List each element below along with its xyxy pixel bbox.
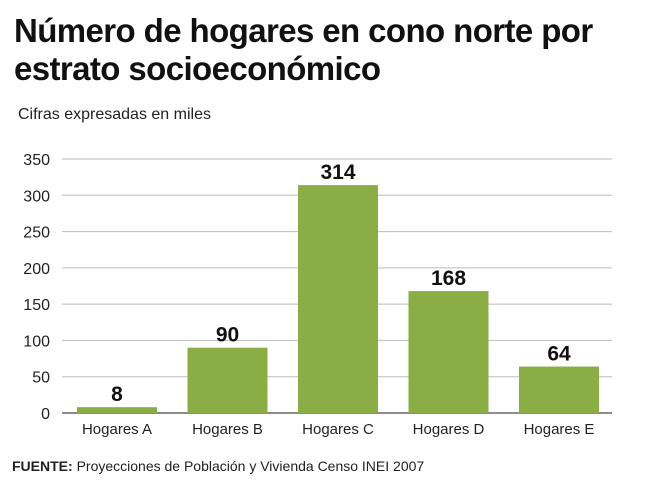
y-axis-ticks: 0 50 100 150 200 250 300 350	[23, 152, 50, 423]
bar	[298, 185, 378, 413]
category-label: Hogares B	[192, 421, 263, 438]
data-labels: 8 90 314 168 64	[111, 161, 571, 406]
chart-subtitle: Cifras expresadas en miles	[18, 106, 211, 123]
data-label: 168	[431, 267, 466, 290]
y-tick-label: 150	[23, 297, 50, 314]
category-label: Hogares A	[82, 421, 152, 438]
data-label: 314	[320, 161, 355, 184]
bar	[408, 291, 489, 413]
y-tick-label: 300	[23, 188, 50, 205]
y-tick-label: 0	[41, 406, 50, 423]
y-tick-label: 100	[23, 333, 50, 350]
y-tick-label: 50	[32, 370, 50, 387]
category-label: Hogares D	[413, 421, 485, 438]
bar	[187, 347, 268, 413]
y-tick-label: 250	[23, 225, 50, 242]
y-tick-label: 350	[23, 152, 50, 169]
data-label: 64	[547, 343, 571, 366]
chart-title: Número de hogares en cono norte por estr…	[14, 12, 593, 87]
y-tick-label: 200	[23, 261, 50, 278]
source-text: Proyecciones de Población y Vivienda Cen…	[76, 458, 425, 474]
data-label: 90	[216, 324, 239, 347]
data-label: 8	[111, 383, 123, 406]
bars	[77, 185, 599, 413]
source-note: FUENTE: Proyecciones de Población y Vivi…	[12, 458, 424, 474]
x-axis-labels: Hogares A Hogares B Hogares C Hogares D Hoga…	[82, 421, 594, 438]
category-label: Hogares C	[302, 421, 374, 438]
bar	[519, 366, 599, 413]
bar	[77, 407, 157, 413]
category-label: Hogares E	[524, 421, 595, 438]
source-label: FUENTE:	[12, 458, 73, 474]
